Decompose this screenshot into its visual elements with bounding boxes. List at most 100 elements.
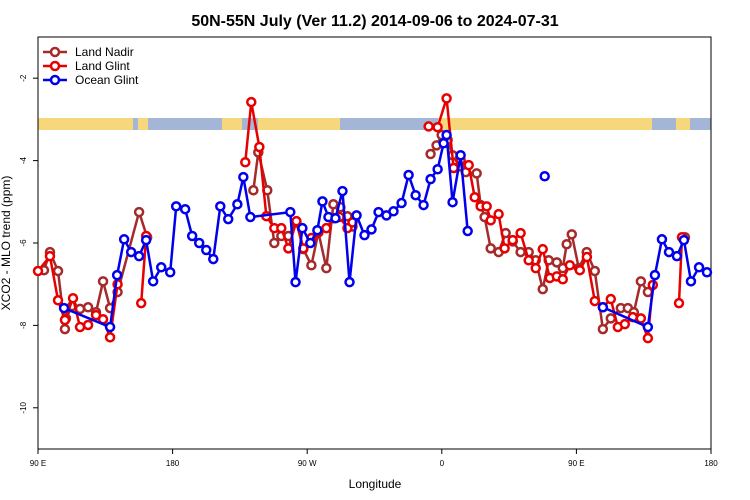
data-point: [635, 276, 647, 287]
legend-label: Land Glint: [75, 59, 130, 73]
data-point: [359, 229, 370, 241]
data-point: [438, 138, 449, 149]
data-point: [619, 318, 631, 330]
land-band: [676, 118, 690, 130]
data-point: [164, 267, 176, 278]
legend-label: Ocean Glint: [75, 73, 139, 87]
data-point: [104, 321, 116, 333]
land-band: [138, 118, 148, 130]
data-point: [537, 243, 548, 255]
data-point: [507, 234, 518, 246]
data-point: [82, 302, 94, 313]
data-point: [574, 264, 586, 276]
data-point: [515, 227, 526, 239]
data-point: [44, 250, 56, 262]
data-point: [269, 237, 280, 249]
data-point: [597, 302, 609, 313]
data-point: [685, 276, 697, 287]
x-tick-label: 0: [440, 459, 445, 468]
land-band: [222, 118, 242, 130]
data-point: [656, 234, 668, 245]
data-point: [330, 213, 341, 224]
data-point: [447, 196, 458, 208]
data-point: [432, 164, 443, 175]
data-point: [701, 267, 713, 278]
x-tick-label: 90 E: [30, 459, 46, 468]
y-tick-label: -4: [19, 156, 28, 164]
land-band: [38, 118, 133, 130]
data-point: [649, 269, 661, 281]
land-band: [258, 118, 340, 130]
data-point: [135, 297, 147, 309]
x-tick-label: 90 E: [568, 459, 584, 468]
data-point: [441, 93, 452, 104]
data-point: [425, 173, 436, 185]
data-point: [551, 257, 563, 268]
data-point: [208, 253, 219, 265]
data-point: [515, 246, 526, 258]
data-point: [222, 213, 234, 225]
data-point: [566, 229, 578, 240]
data-point: [32, 265, 44, 277]
data-point: [240, 156, 251, 168]
legend-marker: [49, 74, 61, 86]
data-point: [52, 265, 64, 277]
data-point: [254, 141, 265, 153]
data-point: [539, 171, 550, 182]
data-point: [418, 199, 429, 211]
y-tick-label: -2: [19, 74, 28, 82]
data-point: [193, 237, 205, 249]
data-point: [564, 259, 576, 271]
data-point: [485, 243, 496, 254]
data-point: [581, 251, 593, 263]
data-point: [290, 276, 301, 288]
data-point: [140, 234, 152, 246]
legend-label: Land Nadir: [75, 45, 134, 59]
data-point: [485, 215, 496, 226]
y-tick-label: -6: [19, 239, 28, 247]
x-tick-label: 90 W: [298, 459, 317, 468]
data-point: [58, 302, 70, 314]
data-point: [276, 222, 287, 234]
data-point: [493, 208, 504, 220]
data-point: [463, 159, 474, 171]
data-point: [523, 255, 534, 266]
data-point: [59, 323, 71, 335]
data-point: [693, 262, 705, 273]
y-tick-label: -10: [19, 401, 28, 413]
data-point: [396, 197, 407, 209]
data-point: [678, 234, 690, 246]
data-point: [317, 196, 328, 207]
data-point: [111, 269, 123, 281]
data-point: [232, 199, 243, 210]
data-point: [471, 168, 482, 179]
data-point: [306, 259, 317, 271]
data-point: [186, 230, 198, 242]
data-point: [663, 246, 675, 258]
data-point: [248, 185, 259, 196]
data-point: [104, 332, 116, 343]
data-point: [605, 313, 617, 324]
land-band: [438, 118, 652, 130]
data-point: [462, 225, 473, 237]
data-point: [432, 121, 443, 133]
data-point: [147, 276, 159, 287]
series: [32, 93, 688, 344]
data-point: [469, 192, 480, 203]
data-point: [537, 283, 548, 295]
data-point: [441, 129, 452, 141]
y-axis-label: XCO2 - MLO trend (ppm): [0, 176, 13, 311]
data-point: [97, 276, 109, 287]
data-point: [285, 206, 296, 218]
data-point: [246, 96, 257, 108]
data-point: [557, 274, 569, 285]
data-point: [589, 265, 601, 277]
data-point: [530, 262, 541, 274]
data-point: [118, 234, 130, 245]
data-point: [321, 262, 332, 274]
data-point: [297, 222, 308, 234]
data-point: [605, 293, 617, 305]
data-point: [366, 224, 377, 235]
